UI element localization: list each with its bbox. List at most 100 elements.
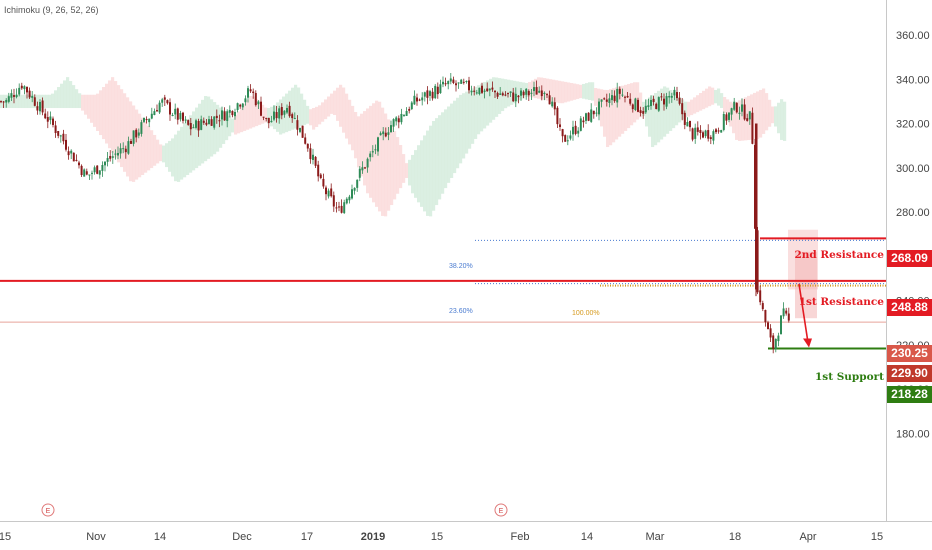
cloud-segment	[438, 115, 442, 200]
candle-up	[460, 79, 463, 84]
cloud-segment	[162, 145, 166, 163]
candle-down	[605, 99, 608, 102]
cloud-segment	[555, 80, 559, 103]
cloud-segment	[66, 77, 70, 109]
cloud-segment	[546, 78, 550, 101]
candle-up	[345, 198, 348, 204]
candle-down	[462, 81, 465, 83]
indicator-label[interactable]: Ichimoku (9, 26, 52, 26)	[4, 5, 99, 15]
candle-up	[7, 96, 10, 102]
cloud-segment	[624, 84, 628, 131]
cloud-segment	[654, 93, 658, 146]
cloud-segment	[282, 96, 286, 134]
resistance-1-label: 1st Resistance	[798, 296, 884, 308]
candle-down	[735, 103, 738, 113]
candle-up	[449, 78, 452, 82]
candle-up	[499, 93, 502, 95]
candle-down	[75, 159, 78, 161]
cloud-segment	[531, 80, 535, 98]
event-marker[interactable]	[41, 503, 55, 517]
candle-up	[644, 105, 647, 113]
cloud-segment	[492, 77, 496, 120]
cloud-segment	[627, 83, 631, 129]
candle-down	[517, 95, 520, 98]
candle-down	[239, 104, 242, 107]
candle-up	[117, 152, 119, 156]
candle-up	[413, 95, 416, 105]
time-tick-label: Nov	[86, 531, 106, 543]
cloud-segment	[192, 111, 196, 171]
price-tick-label: 280.00	[896, 207, 930, 219]
candle-up	[390, 125, 392, 133]
cloud-segment	[21, 94, 25, 109]
candle-down	[252, 91, 255, 94]
cloud-segment	[564, 81, 568, 103]
cloud-segment	[60, 83, 64, 109]
candle-down	[592, 110, 595, 115]
candle-down	[681, 103, 684, 115]
cloud-segment	[477, 85, 481, 135]
cloud-segment	[81, 94, 85, 111]
cloud-segment	[777, 102, 781, 134]
cloud-segment	[330, 93, 334, 114]
candle-down	[275, 112, 278, 119]
candle-up	[616, 88, 619, 103]
candle-down	[637, 99, 639, 112]
cloud-segment	[735, 101, 739, 140]
candle-down	[416, 97, 418, 102]
cloud-segment	[105, 83, 109, 144]
candle-up	[577, 130, 580, 134]
candle-up	[621, 94, 624, 96]
cloud-segment	[291, 87, 295, 130]
cloud-segment	[408, 159, 412, 186]
candle-down	[135, 129, 138, 138]
cloud-segment	[141, 117, 145, 175]
cloud-segment	[483, 82, 487, 129]
candle-down	[335, 207, 338, 209]
candle-down	[496, 92, 499, 97]
candle-down	[699, 129, 702, 133]
cloud-segment	[72, 85, 76, 109]
cloud-segment	[549, 79, 553, 102]
cloud-segment	[180, 126, 184, 180]
candle-up	[704, 130, 707, 137]
cloud-segment	[411, 154, 415, 194]
candle-down	[512, 92, 515, 102]
cloud-segment	[231, 118, 235, 133]
candle-up	[447, 81, 450, 85]
close-price-tag: 229.90	[887, 365, 932, 382]
candle-up	[93, 167, 96, 173]
event-marker-label: E	[499, 508, 504, 515]
candle-up	[59, 135, 62, 137]
candle-down	[332, 195, 335, 207]
cloud-segment	[774, 106, 778, 127]
cloud-segment	[639, 92, 643, 118]
candle-down	[452, 79, 455, 83]
cloud-segment	[603, 89, 607, 137]
cloud-segment	[762, 88, 766, 134]
candle-up	[400, 113, 403, 123]
cloud-segment	[252, 96, 256, 128]
candle-up	[525, 88, 528, 95]
cloud-segment	[462, 93, 466, 159]
support-1-price-tag: 218.28	[887, 386, 932, 403]
cloud-segment	[648, 97, 652, 137]
candle-up	[777, 335, 780, 342]
event-marker[interactable]	[494, 503, 508, 517]
candle-down	[215, 115, 218, 119]
cloud-segment	[150, 130, 154, 169]
time-tick-label: 14	[154, 531, 166, 543]
candle-up	[410, 102, 413, 110]
candle-down	[314, 156, 317, 166]
price-tick-label: 340.00	[896, 74, 930, 86]
cloud-segment	[474, 86, 478, 139]
candle-down	[46, 117, 49, 122]
cloud-segment	[765, 93, 769, 131]
cloud-segment	[372, 103, 376, 203]
candle-up	[748, 111, 751, 120]
cloud-segment	[204, 96, 208, 162]
candle-up	[122, 148, 125, 150]
candle-up	[18, 87, 21, 95]
cloud-segment	[27, 94, 31, 109]
